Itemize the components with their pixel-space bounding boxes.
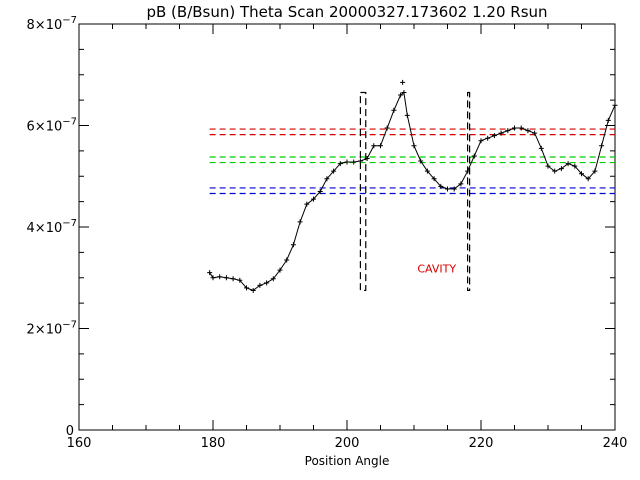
y-tick-label: 8×10−7: [27, 15, 77, 33]
data-point: [297, 219, 303, 225]
data-point: [217, 274, 223, 280]
cavity-annotation: CAVITY: [417, 263, 456, 276]
data-point: [324, 176, 330, 182]
data-point: [337, 161, 343, 167]
data-point: [351, 159, 357, 165]
x-tick-label: 220: [469, 436, 494, 451]
data-point: [545, 163, 551, 169]
y-tick-label: 4×10−7: [27, 218, 77, 236]
boundary-box: [359, 91, 367, 292]
data-point: [331, 168, 337, 174]
annotations: CAVITY: [417, 263, 456, 276]
data-point: [612, 102, 618, 108]
data-point: [237, 277, 243, 283]
y-tick-label: 2×10−7: [27, 320, 77, 338]
data-point: [257, 282, 263, 288]
data-point: [207, 270, 213, 276]
data-point: [277, 267, 283, 273]
data-point: [230, 276, 236, 282]
data-point: [250, 287, 256, 293]
data-point: [451, 186, 457, 192]
data-point: [210, 275, 216, 281]
y-tick-label: 6×10−7: [27, 117, 77, 135]
data-point: [401, 90, 407, 96]
data-point: [311, 196, 316, 202]
data-point: [478, 138, 484, 144]
data-point: [424, 168, 430, 174]
plot-frame: [78, 23, 616, 431]
data-point: [391, 107, 397, 113]
x-axis-label: Position Angle: [305, 454, 390, 468]
data-point: [512, 125, 517, 131]
data-point: [378, 143, 383, 149]
data-point: [579, 171, 584, 177]
data-point: [223, 275, 229, 281]
data-point: [505, 128, 511, 134]
data-point: [525, 128, 531, 134]
data-point: [304, 201, 310, 207]
data-point: [404, 112, 410, 118]
x-tick-label: 160: [67, 436, 92, 451]
data-point: [364, 155, 370, 161]
data-point: [438, 183, 444, 189]
axes: 160 180 200 220 240 0 2×10−7 4×10−7 6×10−7 8×10−7: [27, 15, 628, 451]
data-point: [418, 158, 424, 164]
data-point: [290, 242, 296, 248]
data-point: [357, 158, 363, 164]
data-point: [344, 159, 350, 165]
x-tick-label: 240: [603, 436, 628, 451]
data-point: [558, 166, 564, 172]
boundary-box: [467, 91, 471, 292]
data-point: [585, 176, 591, 182]
data-point: [491, 133, 497, 139]
data-point: [538, 145, 544, 151]
data-point: [264, 280, 270, 286]
data-point: [592, 168, 598, 174]
data-point: [317, 188, 323, 194]
series-line: [209, 91, 616, 291]
data-point: [445, 186, 450, 192]
data-point: [565, 161, 571, 167]
reference-lines: [209, 128, 615, 195]
x-tick-label: 180: [201, 436, 226, 451]
data-point: [552, 168, 558, 174]
data-point: [471, 153, 477, 159]
data-point: [458, 181, 464, 187]
data-point: [465, 168, 471, 174]
data-point: [411, 143, 417, 149]
x-tick-label: 200: [335, 436, 360, 451]
data-point: [431, 176, 437, 182]
data-point: [384, 125, 390, 131]
data-point: [270, 276, 276, 282]
data-point: [371, 143, 377, 149]
chart-title: pB (B/Bsun) Theta Scan 20000327.173602 1…: [146, 3, 547, 21]
data-point: [398, 92, 404, 98]
data-point: [599, 143, 605, 149]
data-point: [518, 125, 524, 131]
data-point: [244, 285, 249, 291]
data-series: [207, 79, 618, 293]
data-point: [284, 257, 290, 263]
outlier-point: [400, 79, 406, 85]
boundary-boxes: [359, 91, 471, 292]
y-tick-label: 0: [66, 424, 74, 439]
data-point: [532, 130, 538, 136]
data-point: [498, 130, 504, 136]
data-point: [605, 117, 611, 123]
data-point: [485, 135, 491, 141]
data-point: [572, 163, 578, 169]
